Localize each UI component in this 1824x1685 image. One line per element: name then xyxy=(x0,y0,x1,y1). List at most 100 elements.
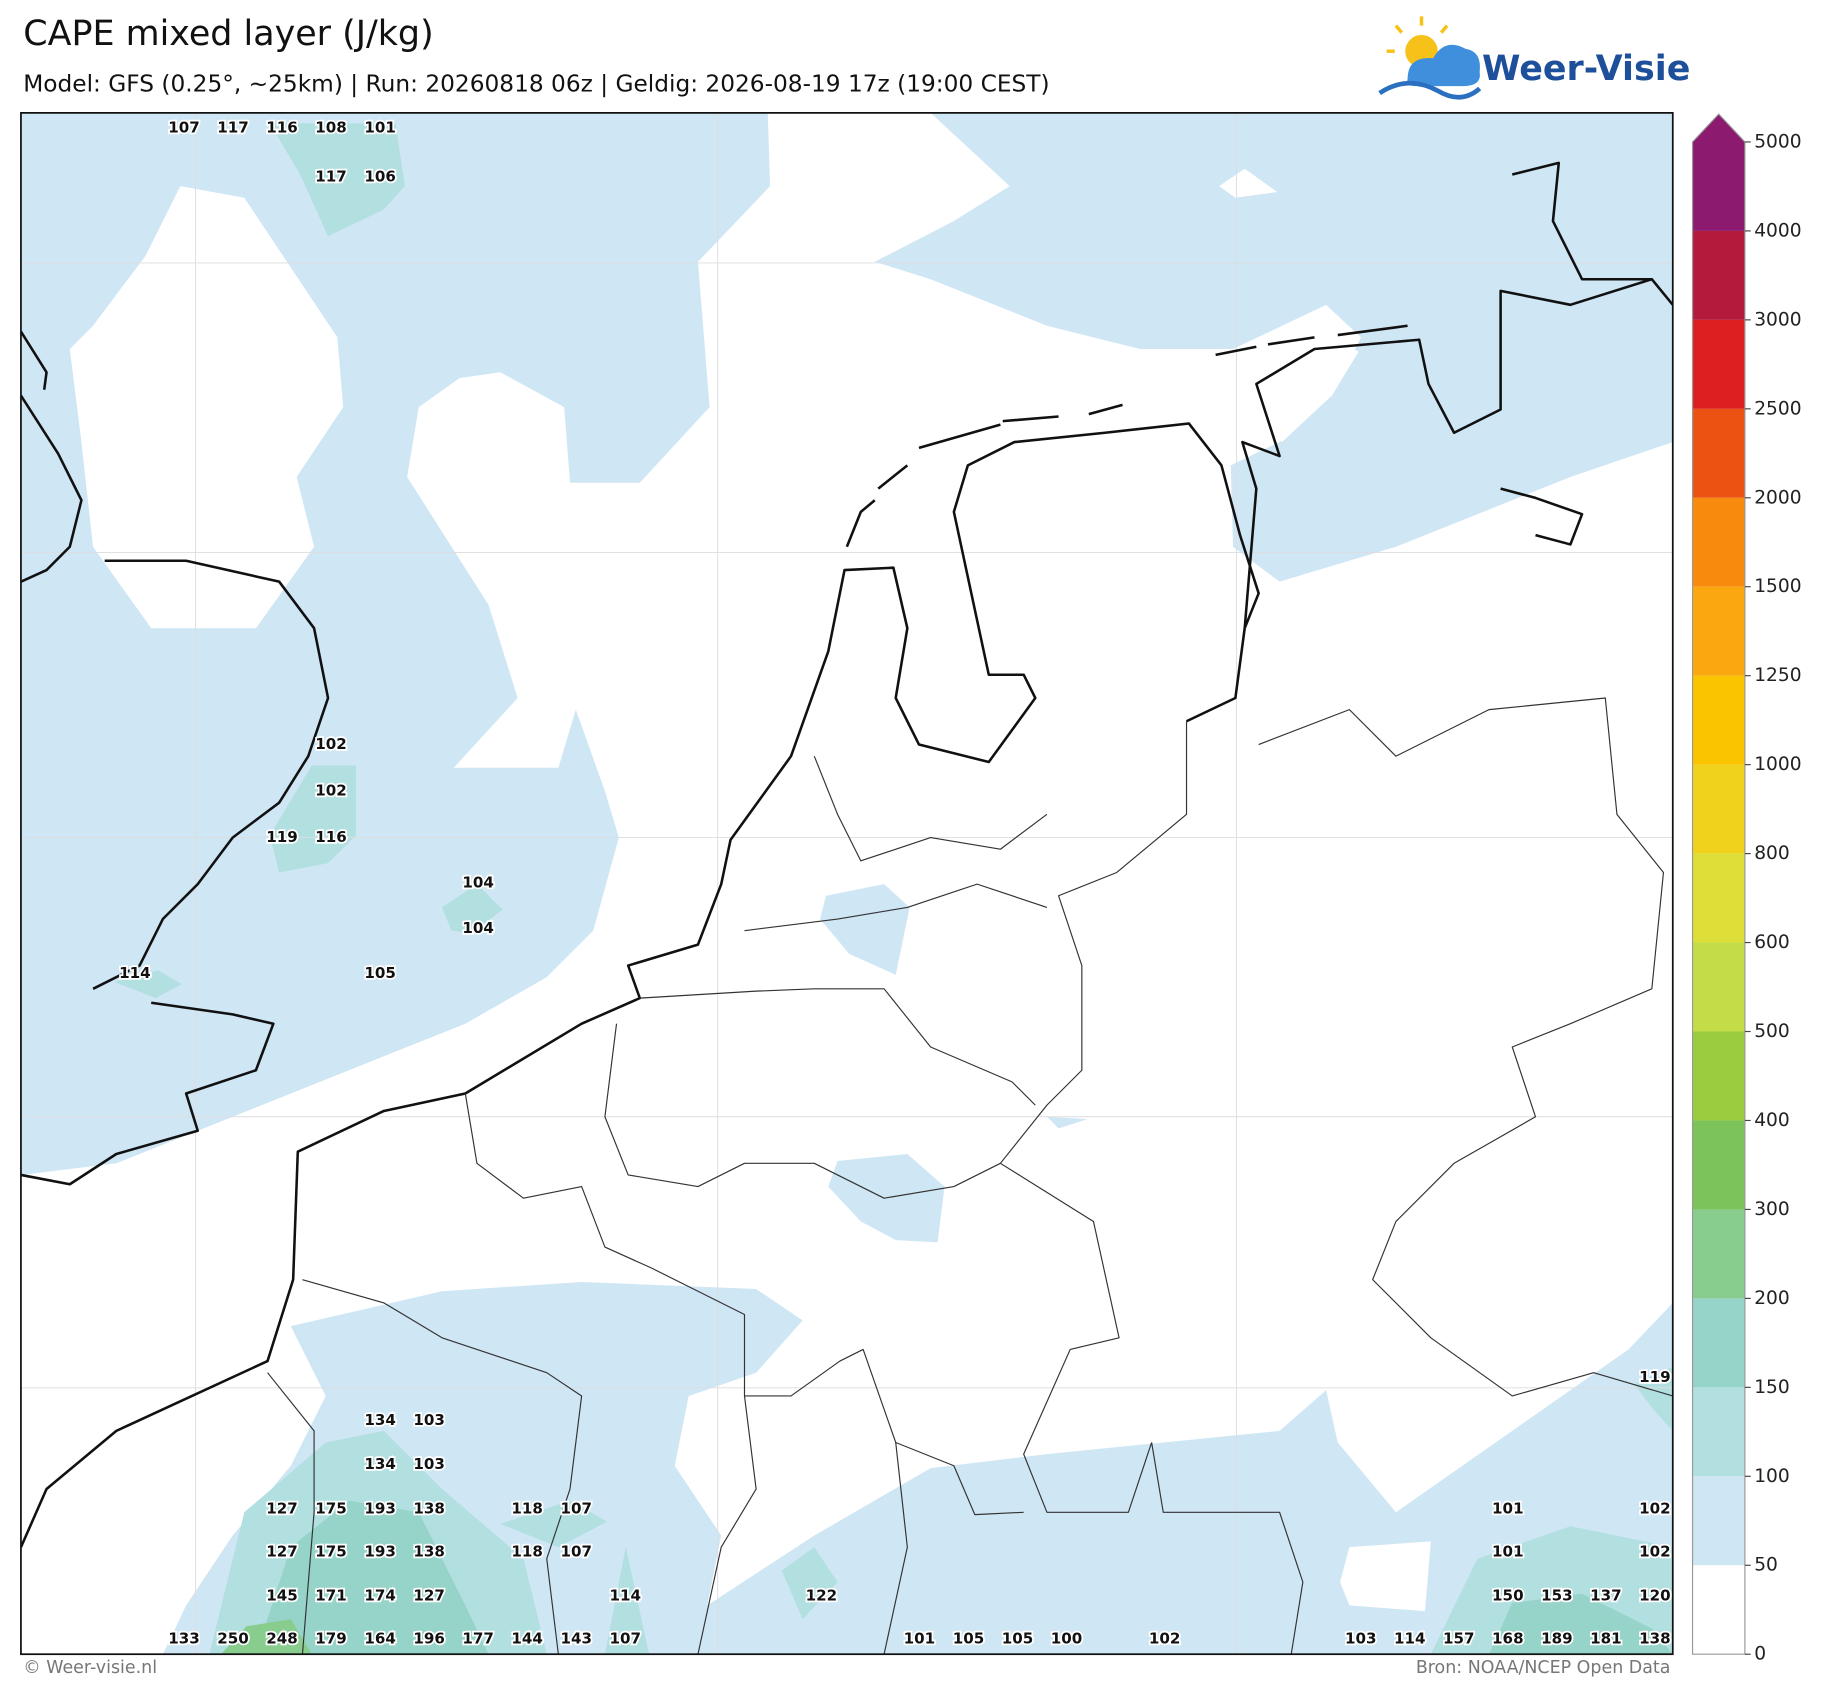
value-label: 250 xyxy=(217,1630,249,1648)
value-label: 102 xyxy=(315,735,347,753)
colorbar-tick-label: 300 xyxy=(1754,1199,1790,1220)
value-label: 137 xyxy=(1590,1587,1622,1605)
colorbar-box xyxy=(1692,408,1745,498)
value-label: 157 xyxy=(1443,1630,1475,1648)
colorbar-tick-label: 1500 xyxy=(1754,576,1801,597)
colorbar-box xyxy=(1692,1476,1745,1566)
colorbar-tick-label: 200 xyxy=(1754,1288,1790,1309)
value-label: 101 xyxy=(1492,1542,1524,1560)
map: 107 117 116 108 101 117 106 102 102 119 116 104 104 1… xyxy=(20,112,1673,1655)
colorbar-tick-label: 400 xyxy=(1754,1110,1790,1131)
value-label: 114 xyxy=(609,1587,641,1605)
value-label: 105 xyxy=(953,1630,985,1648)
value-label: 168 xyxy=(1492,1630,1524,1648)
colorbar-box xyxy=(1692,1209,1745,1299)
value-label: 118 xyxy=(511,1499,543,1517)
colorbar: 0 50 100 150 200 300 400 500 600 800 1000 1250 1500 2… xyxy=(1691,113,1802,1665)
value-label: 107 xyxy=(168,119,200,137)
value-label: 114 xyxy=(119,964,151,982)
colorbar-tick-label: 0 xyxy=(1754,1644,1766,1665)
value-label: 181 xyxy=(1590,1630,1622,1648)
colorbar-box xyxy=(1692,141,1745,231)
value-label: 102 xyxy=(315,782,347,800)
colorbar-tick-label: 4000 xyxy=(1754,220,1801,241)
value-label: 138 xyxy=(1639,1630,1671,1648)
value-label: 134 xyxy=(364,1455,396,1473)
colorbar-tick-label: 2500 xyxy=(1754,398,1801,419)
value-label: 134 xyxy=(364,1411,396,1429)
value-label: 138 xyxy=(413,1542,445,1560)
value-label: 105 xyxy=(364,964,396,982)
colorbar-outline xyxy=(1691,113,1746,1655)
value-label: 175 xyxy=(315,1499,347,1517)
colorbar-box xyxy=(1692,764,1745,854)
value-label: 114 xyxy=(1394,1630,1426,1648)
value-label: 164 xyxy=(364,1630,396,1648)
value-label: 174 xyxy=(364,1587,396,1605)
value-label: 107 xyxy=(560,1499,592,1517)
value-label: 102 xyxy=(1639,1499,1671,1517)
value-labels: 107 117 116 108 101 117 106 102 102 119 116 104 104 1… xyxy=(117,117,1672,1650)
value-label: 104 xyxy=(462,919,494,937)
colorbar-tick-label: 1250 xyxy=(1754,665,1801,686)
subtitle: Model: GFS (0.25°, ~25km) | Run: 2026081… xyxy=(23,70,1049,97)
value-label: 107 xyxy=(609,1630,641,1648)
value-label: 127 xyxy=(266,1542,298,1560)
value-label: 102 xyxy=(1639,1542,1671,1560)
value-label: 106 xyxy=(364,167,396,185)
value-label: 119 xyxy=(266,828,298,846)
value-label: 127 xyxy=(413,1587,445,1605)
colorbar-tick-label: 500 xyxy=(1754,1021,1790,1042)
colorbar-box xyxy=(1692,497,1745,587)
footer-right: Bron: NOAA/NCEP Open Data xyxy=(1416,1658,1671,1678)
value-label: 117 xyxy=(217,119,249,137)
value-label: 122 xyxy=(806,1587,838,1605)
colorbar-tick-label: 2000 xyxy=(1754,487,1801,508)
value-label: 171 xyxy=(315,1587,347,1605)
value-label: 144 xyxy=(511,1630,543,1648)
cape-150-200 xyxy=(255,1500,1673,1655)
value-label: 189 xyxy=(1541,1630,1573,1648)
value-label: 145 xyxy=(266,1587,298,1605)
value-label: 102 xyxy=(1149,1630,1181,1648)
value-label: 108 xyxy=(315,119,347,137)
colorbar-tick-label: 600 xyxy=(1754,932,1790,953)
value-label: 193 xyxy=(364,1542,396,1560)
value-label: 105 xyxy=(1002,1630,1034,1648)
value-label: 101 xyxy=(904,1630,936,1648)
colorbar-box xyxy=(1692,1298,1745,1388)
value-label: 153 xyxy=(1541,1587,1573,1605)
value-label: 193 xyxy=(364,1499,396,1517)
colorbar-box xyxy=(1692,319,1745,409)
colorbar-box xyxy=(1692,1387,1745,1477)
logo-wave xyxy=(1378,80,1482,100)
colorbar-box xyxy=(1692,853,1745,943)
footer-left: © Weer-visie.nl xyxy=(23,1658,157,1678)
value-label: 248 xyxy=(266,1630,298,1648)
colorbar-box xyxy=(1692,942,1745,1032)
value-label: 100 xyxy=(1051,1630,1083,1648)
value-label: 177 xyxy=(462,1630,494,1648)
colorbar-tick-label: 800 xyxy=(1754,843,1790,864)
value-label: 116 xyxy=(266,119,298,137)
value-label: 120 xyxy=(1639,1587,1671,1605)
logo: Weer-Visie xyxy=(1378,16,1690,100)
colorbar-tick-label: 5000 xyxy=(1754,131,1801,152)
value-label: 143 xyxy=(560,1630,592,1648)
value-label: 179 xyxy=(315,1630,347,1648)
value-label: 107 xyxy=(560,1542,592,1560)
value-label: 104 xyxy=(462,873,494,891)
colorbar-box xyxy=(1692,230,1745,320)
cape-below-50 xyxy=(69,168,1431,1612)
value-label: 101 xyxy=(364,119,396,137)
value-label: 196 xyxy=(413,1630,445,1648)
colorbar-tick-label: 100 xyxy=(1754,1466,1790,1487)
colorbar-box xyxy=(1692,675,1745,765)
colorbar-box xyxy=(1692,1031,1745,1121)
colorbar-tick-label: 3000 xyxy=(1754,309,1801,330)
cape-200-300 xyxy=(221,1619,312,1655)
colorbar-extension xyxy=(1692,114,1745,142)
value-label: 101 xyxy=(1492,1499,1524,1517)
logo-text: Weer-Visie xyxy=(1482,49,1690,89)
